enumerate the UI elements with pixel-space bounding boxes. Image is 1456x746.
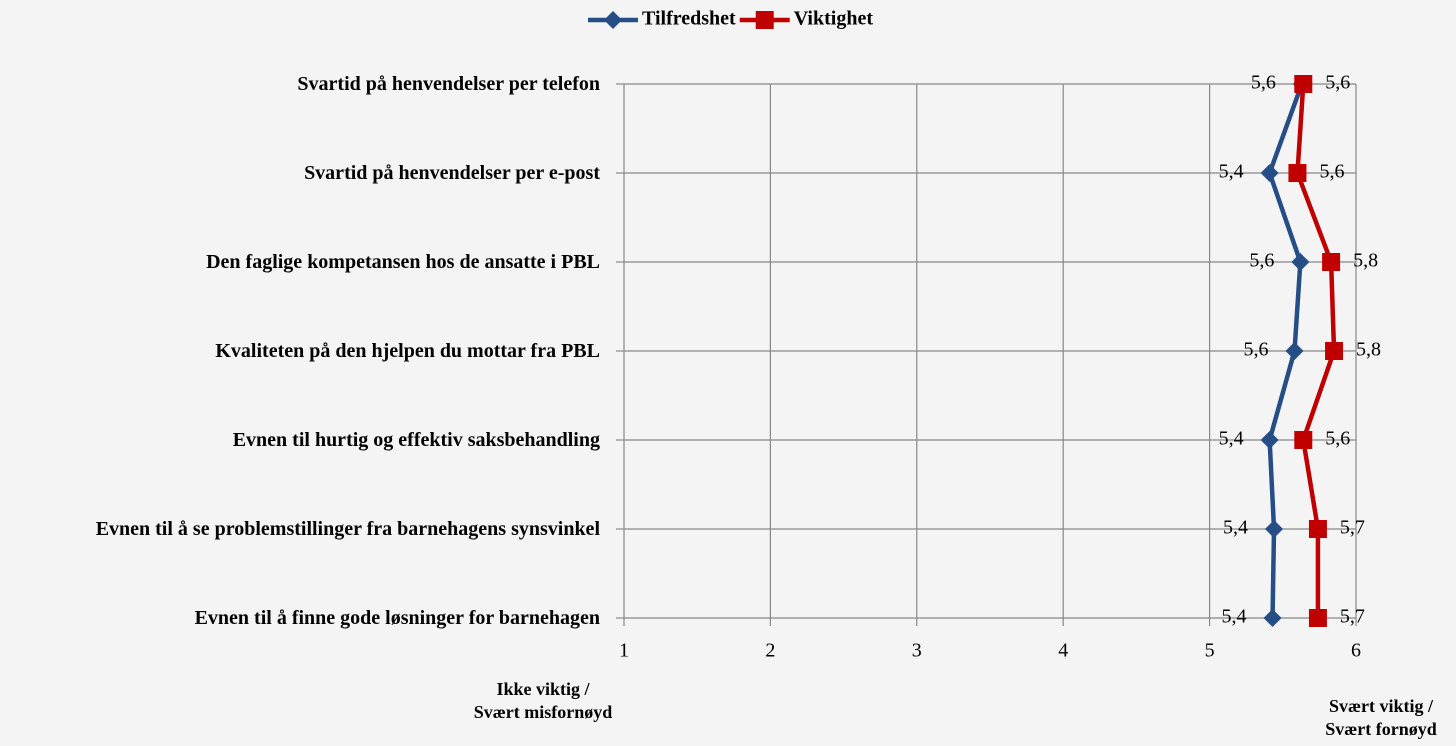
axis-note: Svært fornøyd (1325, 719, 1437, 739)
marker (1265, 520, 1284, 538)
category-label: Evnen til å finne gode løsninger for bar… (194, 607, 600, 629)
data-label: 5,4 (1219, 428, 1244, 450)
category-label: Den faglige kompetansen hos de ansatte i… (206, 251, 600, 273)
x-tick-label: 6 (1351, 640, 1361, 662)
marker (1288, 164, 1307, 182)
x-tick-label: 1 (619, 640, 629, 662)
axis-note: Svært misfornøyd (473, 702, 613, 722)
marker (1291, 253, 1310, 271)
marker (1325, 342, 1344, 360)
data-label: 5,6 (1249, 250, 1274, 272)
marker (1260, 164, 1279, 182)
data-label: 5,6 (1319, 161, 1344, 183)
data-label: 5,6 (1244, 339, 1269, 361)
marker (1263, 609, 1282, 627)
marker (1260, 431, 1279, 449)
legend-label: Viktighet (794, 8, 874, 30)
data-label: 5,4 (1223, 517, 1248, 539)
category-label: Evnen til hurtig og effektiv saksbehandl… (232, 429, 600, 451)
data-label: 5,4 (1219, 161, 1244, 183)
data-label: 5,7 (1340, 517, 1365, 539)
x-tick-label: 3 (912, 640, 922, 662)
category-label: Evnen til å se problemstillinger fra bar… (95, 518, 600, 540)
x-tick-label: 4 (1058, 640, 1068, 662)
axis-note: Svært viktig / (1328, 696, 1433, 716)
data-label: 5,7 (1340, 606, 1365, 628)
category-label: Svartid på henvendelser per e-post (304, 162, 600, 184)
marker (1294, 431, 1313, 449)
marker (604, 11, 622, 29)
x-tick-label: 2 (765, 640, 775, 662)
marker (1285, 342, 1304, 360)
marker (1308, 520, 1327, 538)
data-label: 5,8 (1353, 250, 1378, 272)
data-label: 5,6 (1251, 72, 1276, 94)
axis-note: Ikke viktig / (496, 679, 590, 699)
data-label: 5,8 (1356, 339, 1381, 361)
x-tick-label: 5 (1205, 640, 1215, 662)
category-label: Kvaliteten på den hjelpen du mottar fra … (215, 340, 600, 362)
marker (755, 11, 774, 29)
data-label: 5,6 (1325, 72, 1350, 94)
data-label: 5,6 (1325, 428, 1350, 450)
legend-label: Tilfredshet (642, 8, 736, 30)
marker (1294, 75, 1313, 93)
category-label: Svartid på henvendelser per telefon (297, 73, 600, 95)
marker (1322, 253, 1341, 271)
data-label: 5,4 (1222, 606, 1247, 628)
marker (1308, 609, 1327, 627)
